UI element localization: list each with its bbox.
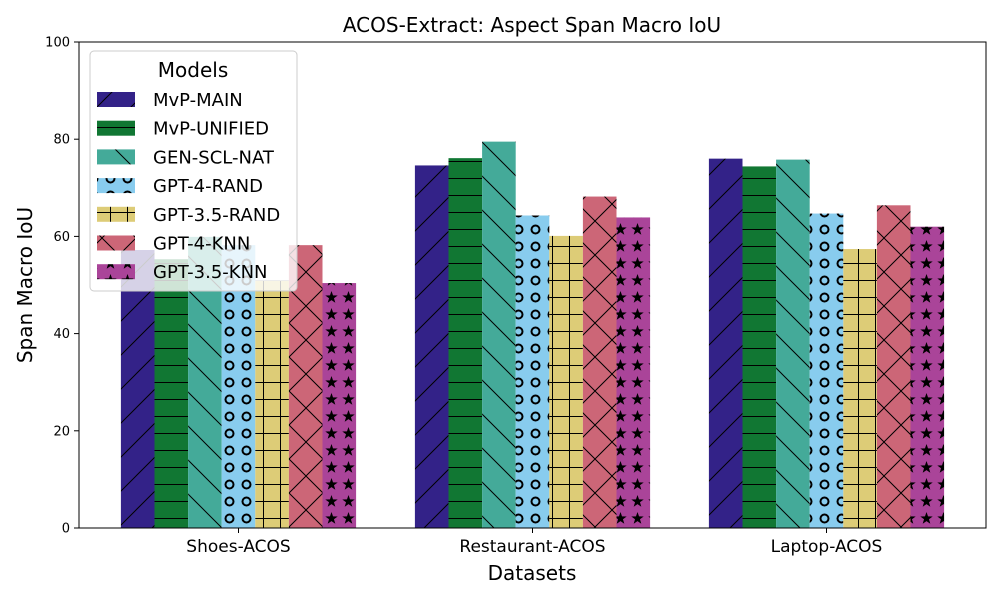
bar-gpt-3.5-knn-restaurant-acos (616, 217, 651, 528)
legend-swatch-gpt-4-rand (97, 178, 135, 194)
bar-gpt-3.5-knn-laptop-acos (910, 226, 945, 528)
bar-mvp-unified-restaurant-acos (448, 158, 483, 528)
bar-gpt-4-rand-restaurant-acos (515, 215, 550, 528)
y-tick-label: 20 (53, 424, 70, 439)
bar-mvp-unified-shoes-acos (154, 259, 189, 528)
legend-swatch-gen-scl-nat (97, 149, 135, 165)
bar-gpt-3.5-knn-shoes-acos (322, 283, 357, 528)
legend: Models MvP-MAIN MvP-UNIFIED GEN-SCL-NAT GPT… (89, 50, 298, 292)
y-tick-label: 80 (53, 133, 70, 148)
x-tick-label: Laptop-ACOS (771, 537, 883, 557)
legend-label-gpt-3.5-knn: GPT-3.5-KNN (153, 262, 268, 283)
y-tick-label: 0 (62, 522, 70, 537)
bar-gen-scl-nat-laptop-acos (776, 159, 810, 529)
bar-mvp-unified-laptop-acos (742, 166, 777, 529)
bar-gen-scl-nat-restaurant-acos (482, 141, 516, 528)
y-axis-label: Span Macro IoU (13, 207, 37, 363)
legend-label-gpt-4-knn: GPT-4-KNN (153, 234, 250, 255)
bar-mvp-main-laptop-acos (708, 158, 743, 528)
legend-swatch-mvp-main (97, 92, 135, 107)
legend-swatch-mvp-unified (97, 120, 135, 136)
legend-label-gen-scl-nat: GEN-SCL-NAT (153, 147, 275, 168)
legend-label-gpt-4-rand: GPT-4-RAND (153, 176, 263, 197)
legend-label-mvp-main: MvP-MAIN (153, 90, 243, 111)
bar-gpt-4-rand-shoes-acos (221, 245, 256, 528)
bar-gpt-3.5-rand-laptop-acos (843, 249, 877, 529)
bar-mvp-main-shoes-acos (120, 250, 155, 528)
x-tick-label: Restaurant-ACOS (459, 537, 605, 557)
y-tick-label: 100 (45, 36, 70, 51)
x-axis-label: Datasets (488, 561, 577, 585)
bar-gpt-4-knn-restaurant-acos (582, 196, 617, 529)
legend-swatch-gpt-3.5-knn (97, 264, 135, 280)
y-tick-label: 40 (53, 327, 70, 342)
legend-box (89, 50, 298, 292)
chart-title: ACOS-Extract: Aspect Span Macro IoU (343, 13, 721, 37)
bar-gpt-4-knn-shoes-acos (288, 245, 323, 528)
legend-label-gpt-3.5-rand: GPT-3.5-RAND (153, 205, 280, 226)
y-axis: 0 20 40 60 80 100 (45, 36, 79, 537)
legend-label-mvp-unified: MvP-UNIFIED (153, 119, 269, 140)
bar-mvp-main-restaurant-acos (414, 165, 449, 528)
x-tick-label: Shoes-ACOS (186, 537, 290, 557)
bar-gpt-4-rand-laptop-acos (809, 213, 844, 528)
bar-gpt-3.5-rand-restaurant-acos (549, 235, 583, 528)
legend-title: Models (158, 58, 228, 82)
legend-swatch-gpt-4-knn (97, 235, 135, 251)
legend-swatch-gpt-3.5-rand (97, 206, 135, 222)
bar-gpt-4-knn-laptop-acos (876, 205, 911, 529)
bar-gpt-3.5-rand-shoes-acos (255, 280, 289, 528)
x-axis: Shoes-ACOS Restaurant-ACOS Laptop-ACOS (186, 528, 882, 557)
y-tick-label: 60 (53, 230, 70, 245)
legend-items: MvP-MAIN MvP-UNIFIED GEN-SCL-NAT GPT-4-RAND… (97, 90, 280, 283)
